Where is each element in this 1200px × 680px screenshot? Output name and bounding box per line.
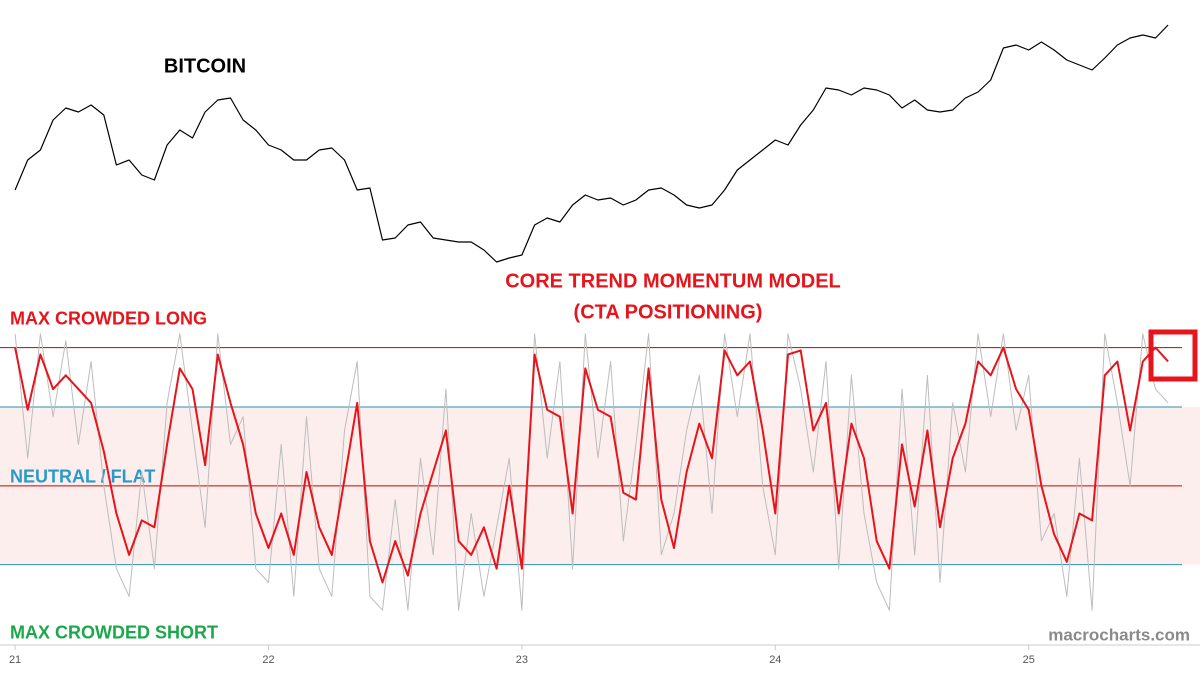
x-tick-label: 23: [516, 654, 528, 666]
model-subtitle: (CTA POSITIONING): [574, 301, 763, 323]
source: macrocharts.com: [1048, 625, 1190, 644]
x-tick-label: 21: [9, 654, 21, 666]
zone-label: NEUTRAL / FLAT: [10, 467, 155, 487]
momentum-line: [14, 346, 1169, 584]
zone-label: MAX CROWDED SHORT: [10, 622, 218, 642]
x-tick-label: 22: [262, 654, 274, 666]
momentum-line: [14, 333, 1169, 611]
model-title: CORE TREND MOMENTUM MODEL: [505, 270, 841, 292]
x-tick-label: 24: [769, 654, 781, 666]
x-tick-label: 25: [1023, 654, 1035, 666]
bitcoin-title: BITCOIN: [164, 55, 246, 77]
line-layer: [14, 24, 1169, 611]
zone-label: MAX CROWDED LONG: [10, 308, 207, 328]
reference-layer: MAX CROWDED LONG NEUTRAL / FLAT MAX CROWDE…: [0, 308, 1182, 642]
price-line: [14, 24, 1169, 263]
highlight-box: [1148, 329, 1198, 382]
